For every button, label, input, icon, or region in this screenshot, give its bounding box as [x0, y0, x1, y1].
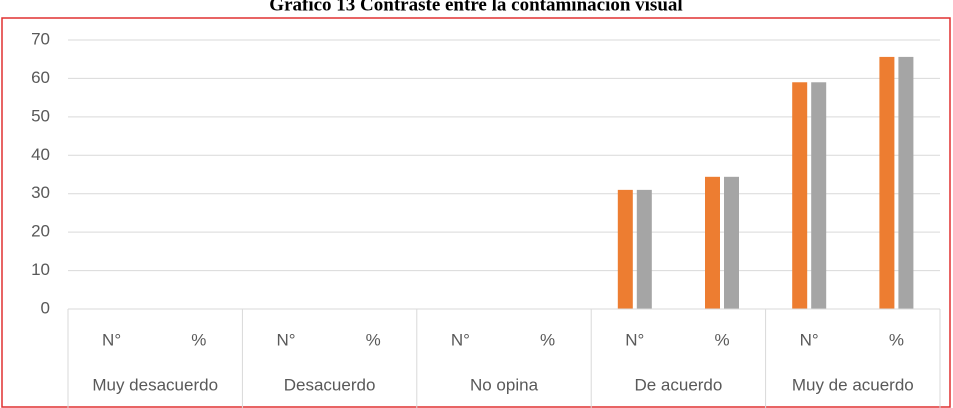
x-tick-label: N°: [102, 330, 121, 349]
y-tick-label: 50: [31, 106, 50, 125]
chart-frame: [1, 17, 951, 408]
y-tick-label: 60: [31, 68, 50, 87]
bar: [617, 189, 633, 309]
bar: [705, 176, 720, 309]
x-tick-label: N°: [625, 330, 644, 349]
x-tick-label: N°: [800, 330, 819, 349]
bar: [811, 82, 827, 310]
x-tick-label: %: [366, 330, 381, 349]
x-tick-label: %: [889, 330, 904, 349]
bar: [792, 82, 808, 310]
bar: [636, 189, 652, 309]
x-tick-label: N°: [451, 330, 470, 349]
group-label: Muy de acuerdo: [792, 375, 914, 394]
group-label: De acuerdo: [634, 375, 722, 394]
y-tick-label: 30: [31, 183, 50, 202]
bar: [898, 56, 914, 310]
y-tick-label: 20: [31, 222, 50, 241]
x-tick-label: N°: [276, 330, 295, 349]
y-tick-label: 40: [31, 145, 50, 164]
group-label: Muy desacuerdo: [92, 375, 218, 394]
group-label: Desacuerdo: [284, 375, 376, 394]
x-tick-label: %: [714, 330, 729, 349]
y-tick-label: 10: [31, 260, 50, 279]
group-label: No opina: [470, 375, 539, 394]
bar: [724, 176, 739, 309]
x-tick-label: %: [191, 330, 206, 349]
y-tick-label: 0: [41, 298, 50, 317]
x-tick-label: %: [540, 330, 555, 349]
bar: [879, 56, 895, 310]
y-tick-label: 70: [31, 29, 50, 48]
chart-title: Gráfico 13 Contraste entre la contaminac…: [269, 0, 682, 15]
